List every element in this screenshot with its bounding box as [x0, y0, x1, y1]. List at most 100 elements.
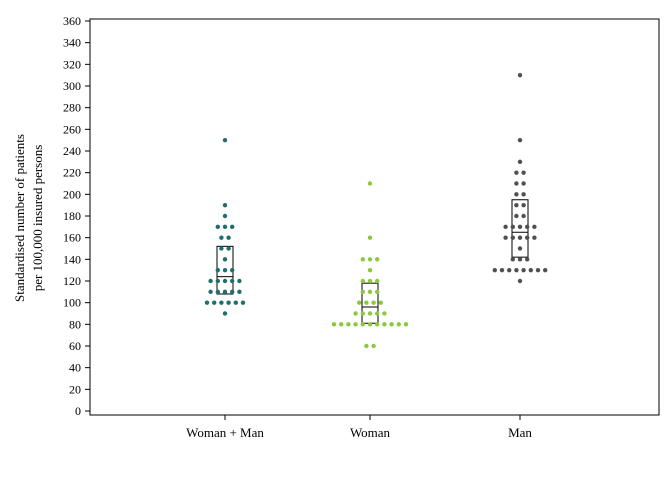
data-point [510, 235, 515, 240]
plot-frame [89, 18, 660, 416]
data-point [367, 289, 373, 295]
data-point [222, 311, 228, 316]
data-point [503, 224, 508, 230]
data-point [230, 224, 235, 230]
y-tick-label: 180 [63, 209, 81, 223]
x-category-label: Woman + Man [186, 425, 264, 440]
data-point [535, 267, 541, 273]
y-tick-label: 300 [63, 79, 81, 93]
data-point [543, 267, 548, 273]
data-point [514, 202, 519, 208]
data-point [215, 289, 220, 295]
data-point [346, 322, 351, 327]
data-point [226, 246, 231, 251]
data-point [382, 311, 387, 316]
data-point [514, 213, 519, 219]
y-tick-label: 160 [63, 231, 81, 245]
data-point [403, 322, 409, 327]
y-tick-label: 360 [63, 14, 81, 28]
data-point [357, 300, 362, 305]
y-tick-label: 260 [63, 122, 81, 136]
data-point [215, 267, 220, 273]
data-point [222, 289, 228, 295]
data-point [510, 257, 515, 262]
y-axis: 0 20 40 60 80 100 120 140 160 180 200 220 240 260 280 3… [63, 14, 90, 418]
data-point [525, 235, 530, 240]
data-point [353, 311, 358, 316]
data-point [215, 278, 220, 284]
data-point [219, 246, 224, 251]
data-point [521, 192, 526, 197]
y-tick-label: 100 [63, 296, 81, 310]
y-axis-title-line-1: Standardised number of patients [12, 134, 27, 302]
data-point [360, 322, 365, 327]
data-point [233, 300, 238, 305]
data-point [396, 322, 401, 327]
y-tick-label: 0 [75, 404, 81, 418]
data-point [230, 267, 235, 273]
data-point [532, 224, 537, 230]
data-point [514, 192, 519, 197]
data-point [226, 300, 231, 305]
y-tick-label: 200 [63, 187, 81, 201]
data-point [517, 137, 523, 143]
data-point [517, 257, 523, 262]
data-point [222, 267, 228, 273]
data-point [222, 202, 228, 208]
y-tick-label: 240 [63, 144, 81, 158]
data-point [510, 224, 515, 230]
data-point [514, 267, 519, 273]
data-point [528, 267, 533, 273]
x-axis: Woman + Man Woman Man [186, 415, 532, 440]
data-point [364, 343, 369, 349]
data-point [367, 278, 373, 284]
data-point [219, 235, 224, 240]
data-point [521, 213, 526, 219]
data-point [360, 311, 365, 316]
data-point [222, 257, 228, 262]
y-tick-label: 280 [63, 101, 81, 115]
data-point [517, 72, 523, 78]
y-tick-label: 40 [69, 361, 81, 375]
data-point [219, 300, 224, 305]
data-point [507, 267, 512, 273]
data-point [517, 235, 523, 240]
data-point [514, 181, 519, 186]
data-point [364, 300, 369, 305]
data-point [360, 278, 365, 284]
data-point [215, 224, 220, 230]
data-point [222, 224, 228, 230]
data-point [230, 289, 235, 295]
data-point [339, 322, 344, 327]
data-point [378, 300, 383, 305]
y-tick-label: 120 [63, 274, 81, 288]
data-point [517, 159, 523, 165]
data-point [389, 322, 394, 327]
data-point [382, 322, 387, 327]
data-point [367, 311, 373, 316]
data-point [375, 257, 380, 262]
data-point [514, 170, 519, 175]
data-point [240, 300, 246, 305]
data-point [525, 257, 530, 262]
y-tick-label: 340 [63, 36, 81, 50]
data-point [521, 170, 526, 175]
data-point [521, 181, 526, 186]
y-tick-label: 320 [63, 57, 81, 71]
data-point [375, 322, 380, 327]
data-point [367, 257, 373, 262]
data-point [212, 300, 217, 305]
y-tick-label: 220 [63, 166, 81, 180]
data-point [237, 289, 242, 295]
data-point [367, 181, 373, 186]
y-tick-label: 20 [69, 382, 81, 396]
data-point [331, 322, 337, 327]
data-point [367, 235, 373, 240]
data-point [237, 278, 242, 284]
data-point [230, 278, 235, 284]
data-point [375, 278, 380, 284]
data-point [521, 267, 526, 273]
y-tick-label: 140 [63, 252, 81, 266]
data-point [204, 300, 210, 305]
